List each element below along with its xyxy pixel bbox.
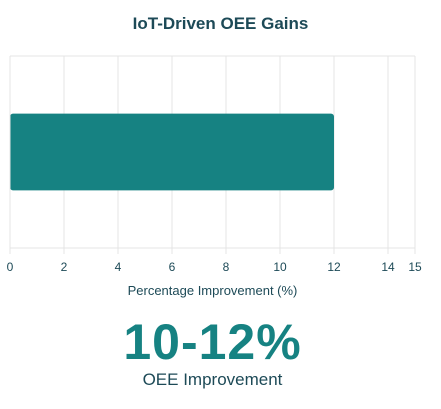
chart-title: IoT-Driven OEE Gains <box>132 14 309 33</box>
oee-improvement-value: 10-12% <box>123 314 302 370</box>
oee-improvement-label: OEE Improvement <box>142 370 283 389</box>
x-tick-labels: 0 2 4 6 8 10 12 14 15 <box>7 260 422 274</box>
x-axis-title: Percentage Improvement (%) <box>127 283 298 298</box>
x-tick-label-0: 0 <box>7 260 14 274</box>
x-tick-label-6: 12 <box>327 260 341 274</box>
bar-0 <box>10 113 334 191</box>
x-axis <box>9 56 416 254</box>
bar-chart: 0 2 4 6 8 10 12 14 15 <box>7 55 422 274</box>
x-tick-label-7: 14 <box>381 260 395 274</box>
x-tick-label-8: 15 <box>408 260 422 274</box>
x-tick-label-4: 8 <box>223 260 230 274</box>
x-tick-label-5: 10 <box>273 260 287 274</box>
bars <box>10 113 334 191</box>
x-tick-label-3: 6 <box>169 260 176 274</box>
x-tick-label-1: 2 <box>61 260 68 274</box>
x-tick-label-2: 4 <box>115 260 122 274</box>
